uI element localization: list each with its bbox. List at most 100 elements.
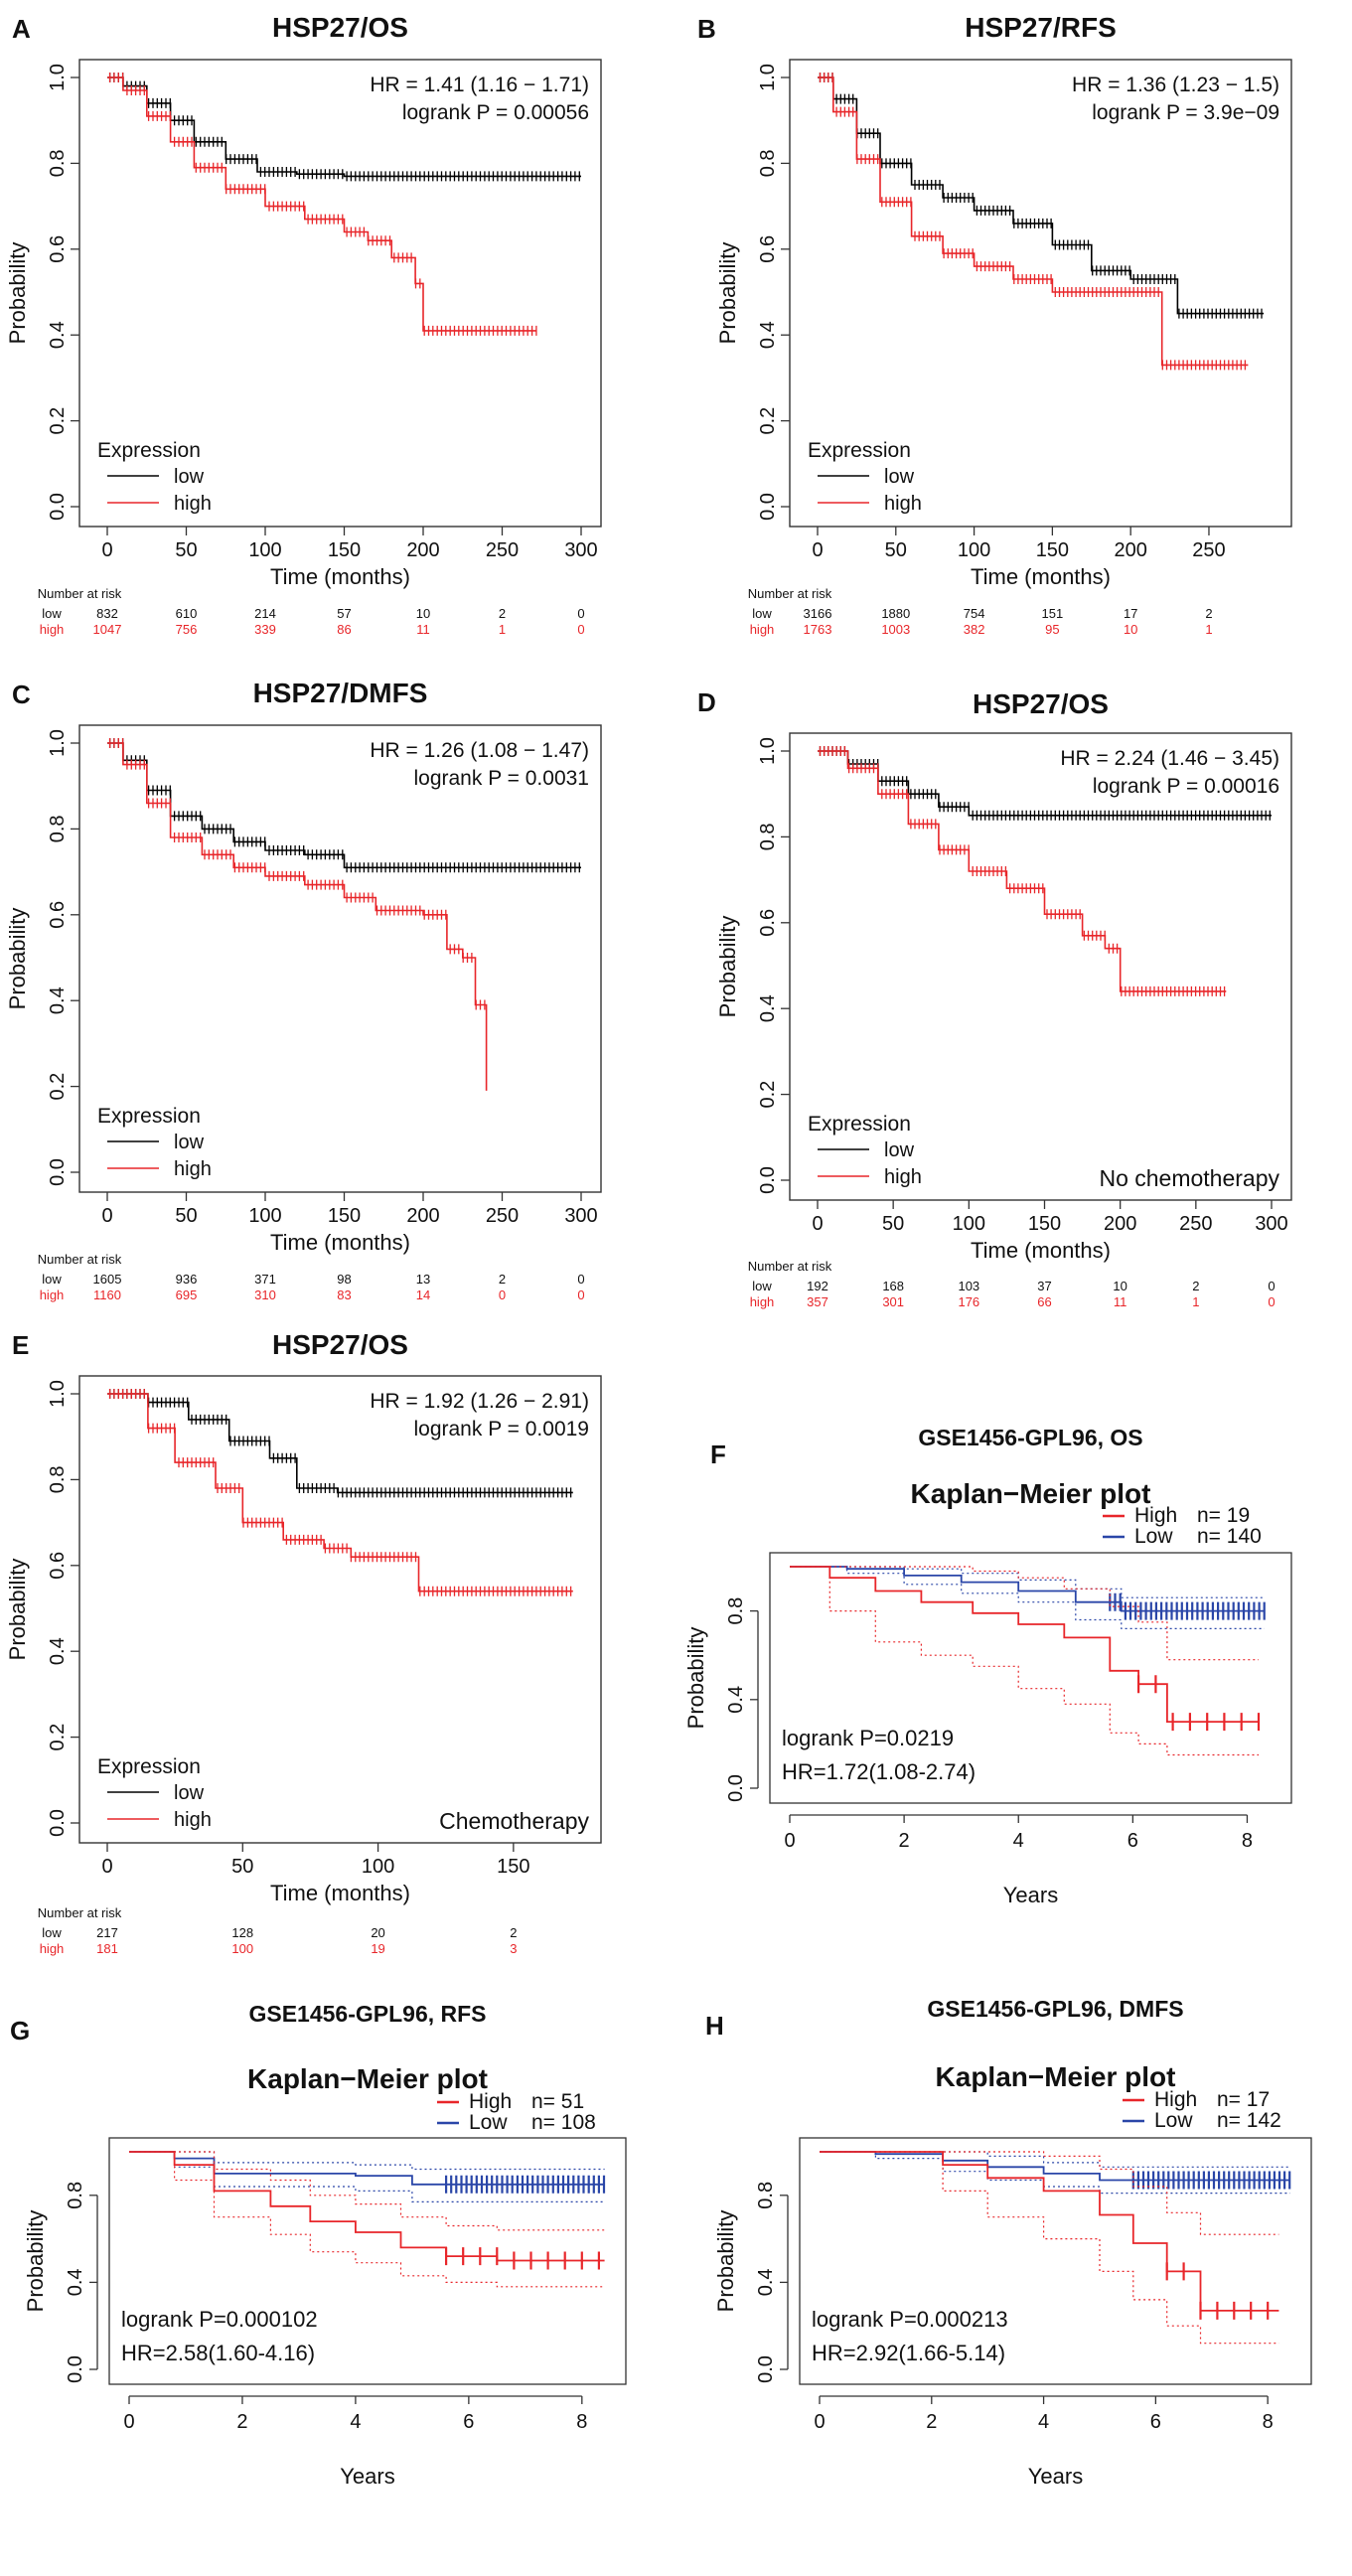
plot-frame bbox=[78, 59, 602, 528]
risk-count: 1047 bbox=[93, 622, 122, 637]
x-tick-label: 300 bbox=[1255, 1213, 1287, 1235]
risk-table-title: Number at risk bbox=[38, 1905, 122, 1920]
hazard-ratio-text: HR=1.72(1.08-2.74) bbox=[782, 1759, 976, 1784]
legend-label-high: High bbox=[469, 2090, 512, 2113]
logrank-p-text: logrank P = 0.0031 bbox=[413, 767, 589, 790]
x-tick-label: 100 bbox=[362, 1856, 394, 1878]
y-tick-label: 0.6 bbox=[757, 909, 779, 937]
risk-count: 100 bbox=[231, 1941, 253, 1956]
y-tick-label: 0.8 bbox=[47, 815, 69, 842]
risk-count: 168 bbox=[882, 1279, 904, 1293]
risk-count: 10 bbox=[1113, 1279, 1127, 1293]
risk-count: 0 bbox=[1268, 1294, 1275, 1309]
y-axis-label: Probability bbox=[715, 916, 740, 1018]
risk-count: 1 bbox=[1192, 1294, 1199, 1309]
censor-marks-Low bbox=[1131, 2171, 1291, 2190]
risk-count: 2 bbox=[499, 606, 506, 621]
risk-count: 382 bbox=[964, 622, 985, 637]
y-axis-label: Probability bbox=[5, 1559, 30, 1661]
panel-H: H GSE1456-GPL96, DMFS Kaplan−Meier plot 0.0… bbox=[705, 1996, 1312, 2489]
x-tick-label: 150 bbox=[497, 1856, 529, 1878]
y-tick-label: 0.8 bbox=[757, 823, 779, 850]
censor-marks-high bbox=[108, 1389, 572, 1596]
chart-title: Kaplan−Meier plot bbox=[911, 1478, 1151, 1509]
y-tick-label: 0.8 bbox=[47, 149, 69, 177]
panel-letter: A bbox=[12, 14, 31, 44]
hazard-ratio-text: HR = 2.24 (1.46 − 3.45) bbox=[1060, 747, 1279, 770]
x-tick-label: 250 bbox=[486, 539, 519, 561]
censor-marks-high bbox=[108, 738, 486, 1010]
y-axis-label: Probability bbox=[23, 2210, 48, 2313]
y-tick-label: 0.8 bbox=[47, 1465, 69, 1493]
legend-label-high: high bbox=[174, 1809, 212, 1831]
risk-count: 3166 bbox=[804, 606, 832, 621]
x-axis-label: Time (months) bbox=[270, 1881, 410, 1905]
y-axis-label: Probability bbox=[713, 2210, 738, 2313]
chart-title: Kaplan−Meier plot bbox=[936, 2061, 1176, 2092]
risk-count: 181 bbox=[96, 1941, 118, 1956]
censor-marks-Low bbox=[445, 2175, 606, 2194]
risk-count: 0 bbox=[1268, 1279, 1275, 1293]
legend-label-high: High bbox=[1134, 1504, 1177, 1527]
y-tick-label: 0.6 bbox=[47, 235, 69, 263]
y-tick-label: 0.8 bbox=[755, 2182, 777, 2209]
legend-label-high: high bbox=[174, 1158, 212, 1180]
censor-marks-High bbox=[1165, 2262, 1270, 2320]
risk-count: 11 bbox=[416, 622, 430, 637]
hazard-ratio-text: HR = 1.41 (1.16 − 1.71) bbox=[370, 74, 589, 96]
risk-count: 103 bbox=[958, 1279, 979, 1293]
y-tick-label: 1.0 bbox=[757, 64, 779, 91]
risk-row-label: high bbox=[40, 1288, 65, 1302]
legend-title: Expression bbox=[97, 1755, 201, 1778]
y-tick-label: 0.8 bbox=[757, 149, 779, 177]
risk-count: 2 bbox=[510, 1925, 517, 1940]
y-axis-label: Probability bbox=[683, 1627, 708, 1730]
x-tick-label: 100 bbox=[953, 1213, 985, 1235]
hazard-ratio-text: HR = 1.26 (1.08 − 1.47) bbox=[370, 739, 589, 762]
logrank-p-text: logrank P = 0.0019 bbox=[413, 1418, 589, 1440]
panel-B: B HSP27/RFS 0.0 0.2 0.4 0.6 0.8 1.0 Probability 0… bbox=[697, 12, 1292, 637]
x-tick-label: 4 bbox=[1013, 1830, 1024, 1852]
risk-count: 0 bbox=[577, 606, 584, 621]
risk-count: 1763 bbox=[804, 622, 832, 637]
ci-lower-High bbox=[820, 2151, 1279, 2345]
x-tick-label: 200 bbox=[406, 1205, 439, 1227]
risk-count: 2 bbox=[499, 1272, 506, 1287]
y-tick-label: 0.6 bbox=[47, 1552, 69, 1580]
panel-C: C HSP27/DMFS 0.0 0.2 0.4 0.6 0.8 1.0 Probability… bbox=[5, 678, 602, 1302]
x-tick-label: 100 bbox=[248, 1205, 281, 1227]
x-tick-label: 250 bbox=[1192, 539, 1225, 561]
ci-upper-Low bbox=[129, 2151, 605, 2171]
panel-D: D HSP27/OS 0.0 0.2 0.4 0.6 0.8 1.0 Probability 0 5… bbox=[697, 687, 1292, 1309]
x-tick-label: 2 bbox=[899, 1830, 910, 1852]
legend-label-high: high bbox=[884, 493, 922, 515]
x-tick-label: 2 bbox=[236, 2411, 247, 2433]
y-tick-label: 0.0 bbox=[47, 1809, 69, 1837]
risk-count: 37 bbox=[1037, 1279, 1051, 1293]
y-tick-label: 0.2 bbox=[47, 1073, 69, 1101]
panel-letter: F bbox=[710, 1440, 726, 1469]
legend-label-low: low bbox=[174, 1132, 205, 1153]
risk-count: 832 bbox=[96, 606, 118, 621]
risk-count: 98 bbox=[337, 1272, 351, 1287]
panel-letter: E bbox=[12, 1330, 29, 1360]
y-tick-label: 0.8 bbox=[725, 1597, 747, 1625]
x-tick-label: 150 bbox=[328, 1205, 361, 1227]
ci-lower-Low bbox=[129, 2151, 605, 2202]
x-tick-label: 150 bbox=[1036, 539, 1069, 561]
y-tick-label: 0.0 bbox=[65, 2355, 86, 2383]
km-curve-High bbox=[820, 2151, 1279, 2312]
chart-title: HSP27/RFS bbox=[965, 12, 1117, 43]
x-tick-label: 0 bbox=[814, 2411, 825, 2433]
panel-E: E HSP27/OS 0.0 0.2 0.4 0.6 0.8 1.0 Probability 0 5… bbox=[5, 1329, 602, 1956]
panel-letter: B bbox=[697, 14, 716, 44]
risk-count: 13 bbox=[416, 1272, 430, 1287]
y-axis-label: Probability bbox=[5, 242, 30, 345]
risk-row-label: low bbox=[42, 1272, 62, 1287]
x-tick-label: 0 bbox=[101, 539, 112, 561]
plot-frame bbox=[78, 724, 602, 1193]
x-tick-label: 100 bbox=[958, 539, 990, 561]
risk-count: 83 bbox=[337, 1288, 351, 1302]
y-tick-label: 0.8 bbox=[65, 2182, 86, 2209]
